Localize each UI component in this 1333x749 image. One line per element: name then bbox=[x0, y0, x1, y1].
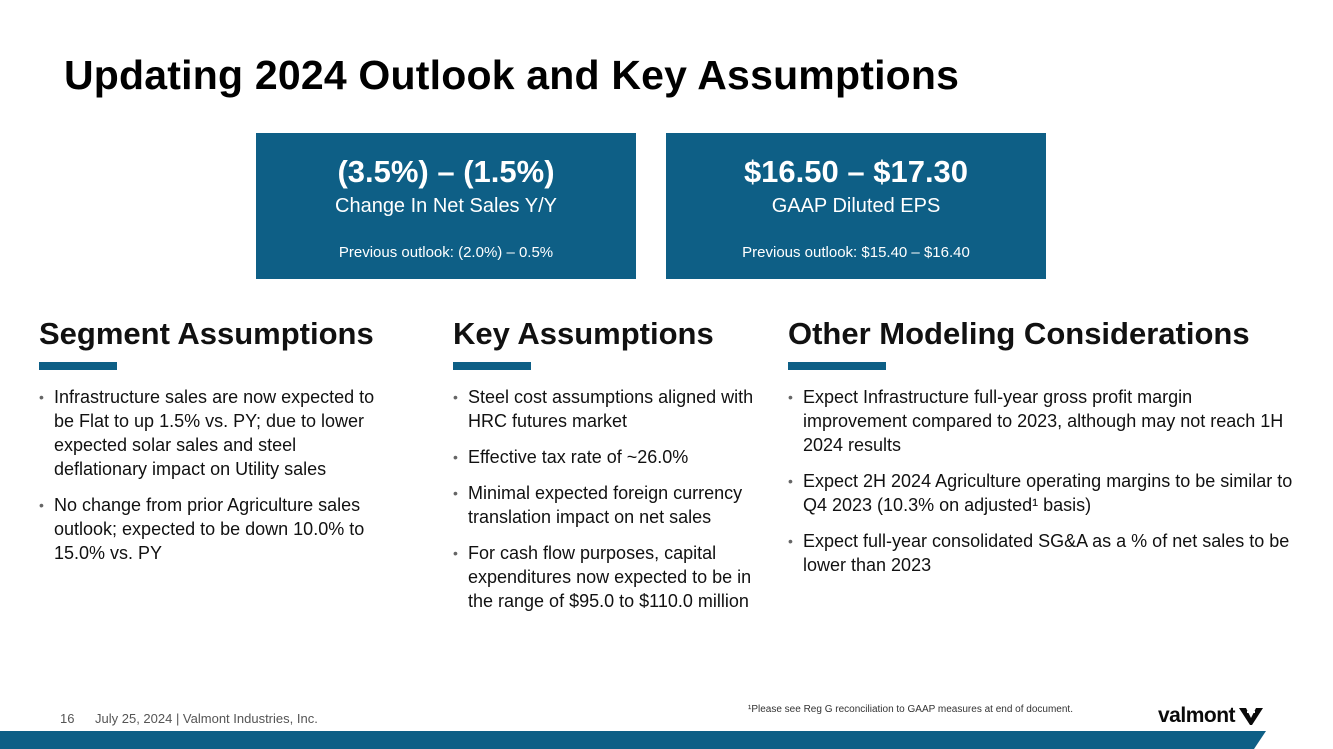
list-item: Effective tax rate of ~26.0% bbox=[453, 445, 755, 469]
segment-heading-underline bbox=[39, 362, 117, 370]
eps-previous-outlook: Previous outlook: $15.40 – $16.40 bbox=[742, 244, 970, 261]
other-modeling-section: Other Modeling Considerations Expect Inf… bbox=[788, 316, 1298, 575]
page-title: Updating 2024 Outlook and Key Assumption… bbox=[64, 52, 960, 98]
valmont-v-icon bbox=[1239, 708, 1264, 725]
net-sales-outlook-box: (3.5%) – (1.5%) Change In Net Sales Y/Y … bbox=[256, 133, 636, 279]
list-item: Expect Infrastructure full-year gross pr… bbox=[788, 385, 1293, 457]
list-item: For cash flow purposes, capital expendit… bbox=[453, 541, 755, 613]
bottom-accent-band bbox=[0, 731, 1266, 749]
segment-assumptions-heading: Segment Assumptions bbox=[39, 316, 374, 351]
segment-assumptions-section: Segment Assumptions Infrastructure sales… bbox=[39, 316, 409, 563]
key-assumptions-heading: Key Assumptions bbox=[453, 316, 714, 351]
logo-text: valmont bbox=[1158, 704, 1236, 727]
eps-outlook-box: $16.50 – $17.30 GAAP Diluted EPS Previou… bbox=[666, 133, 1046, 279]
eps-outlook-value: $16.50 – $17.30 bbox=[743, 154, 969, 189]
other-bullet-list: Expect Infrastructure full-year gross pr… bbox=[788, 385, 1293, 589]
other-modeling-heading: Other Modeling Considerations bbox=[788, 316, 1250, 351]
list-item: Expect full-year consolidated SG&A as a … bbox=[788, 529, 1293, 577]
valmont-logo: valmont bbox=[1158, 704, 1264, 728]
list-item: No change from prior Agriculture sales o… bbox=[39, 493, 394, 565]
segment-bullet-list: Infrastructure sales are now expected to… bbox=[39, 385, 394, 577]
list-item: Expect 2H 2024 Agriculture operating mar… bbox=[788, 469, 1293, 517]
list-item: Steel cost assumptions aligned with HRC … bbox=[453, 385, 755, 433]
key-heading-underline bbox=[453, 362, 531, 370]
eps-outlook-label: GAAP Diluted EPS bbox=[771, 195, 941, 217]
net-sales-previous-outlook: Previous outlook: (2.0%) – 0.5% bbox=[338, 244, 554, 261]
net-sales-outlook-value: (3.5%) – (1.5%) bbox=[337, 154, 555, 189]
key-bullet-list: Steel cost assumptions aligned with HRC … bbox=[453, 385, 755, 625]
other-heading-underline bbox=[788, 362, 886, 370]
list-item: Infrastructure sales are now expected to… bbox=[39, 385, 394, 481]
list-item: Minimal expected foreign currency transl… bbox=[453, 481, 755, 529]
page-number: 16 bbox=[60, 711, 75, 726]
footer-text: July 25, 2024 | Valmont Industries, Inc. bbox=[95, 711, 318, 726]
key-assumptions-section: Key Assumptions Steel cost assumptions a… bbox=[453, 316, 763, 611]
footnote: ¹Please see Reg G reconciliation to GAAP… bbox=[748, 704, 1073, 715]
net-sales-outlook-label: Change In Net Sales Y/Y bbox=[335, 195, 557, 217]
